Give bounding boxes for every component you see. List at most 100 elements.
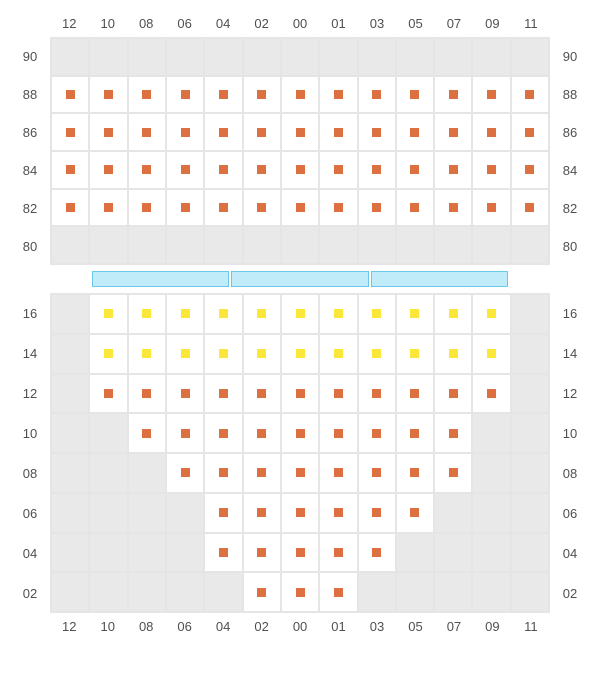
seat-cell[interactable] xyxy=(89,334,127,374)
seat-cell[interactable] xyxy=(51,189,89,227)
seat-cell[interactable] xyxy=(51,151,89,189)
seat-cell[interactable] xyxy=(358,493,396,533)
seat-cell[interactable] xyxy=(434,113,472,151)
seat-cell[interactable] xyxy=(281,189,319,227)
seat-cell[interactable] xyxy=(166,294,204,334)
seat-cell[interactable] xyxy=(396,189,434,227)
seat-cell[interactable] xyxy=(128,189,166,227)
seat-cell[interactable] xyxy=(434,374,472,414)
seat-cell[interactable] xyxy=(204,413,242,453)
seat-cell[interactable] xyxy=(89,113,127,151)
seat-cell[interactable] xyxy=(396,374,434,414)
seat-cell[interactable] xyxy=(204,533,242,573)
seat-cell[interactable] xyxy=(281,113,319,151)
seat-cell[interactable] xyxy=(511,189,549,227)
seat-cell[interactable] xyxy=(281,374,319,414)
seat-cell[interactable] xyxy=(281,493,319,533)
seat-cell[interactable] xyxy=(89,189,127,227)
seat-cell[interactable] xyxy=(243,453,281,493)
seat-cell[interactable] xyxy=(204,493,242,533)
seat-cell[interactable] xyxy=(472,294,510,334)
seat-cell[interactable] xyxy=(166,334,204,374)
seat-cell[interactable] xyxy=(243,413,281,453)
seat-cell[interactable] xyxy=(434,294,472,334)
seat-cell[interactable] xyxy=(358,151,396,189)
seat-cell[interactable] xyxy=(166,113,204,151)
seat-cell[interactable] xyxy=(358,189,396,227)
seat-cell[interactable] xyxy=(396,151,434,189)
seat-cell[interactable] xyxy=(319,334,357,374)
seat-cell[interactable] xyxy=(358,453,396,493)
seat-cell[interactable] xyxy=(128,151,166,189)
seat-cell[interactable] xyxy=(166,151,204,189)
seat-cell[interactable] xyxy=(243,334,281,374)
seat-cell[interactable] xyxy=(128,294,166,334)
seat-cell[interactable] xyxy=(243,533,281,573)
seat-cell[interactable] xyxy=(319,374,357,414)
seat-cell[interactable] xyxy=(243,493,281,533)
seat-cell[interactable] xyxy=(396,493,434,533)
seat-cell[interactable] xyxy=(396,413,434,453)
seat-cell[interactable] xyxy=(358,76,396,114)
seat-cell[interactable] xyxy=(166,374,204,414)
seat-cell[interactable] xyxy=(51,113,89,151)
seat-cell[interactable] xyxy=(204,334,242,374)
seat-cell[interactable] xyxy=(472,151,510,189)
seat-cell[interactable] xyxy=(204,374,242,414)
seat-cell[interactable] xyxy=(319,533,357,573)
seat-cell[interactable] xyxy=(358,334,396,374)
seat-cell[interactable] xyxy=(472,334,510,374)
seat-cell[interactable] xyxy=(281,533,319,573)
seat-cell[interactable] xyxy=(396,113,434,151)
seat-cell[interactable] xyxy=(358,533,396,573)
seat-cell[interactable] xyxy=(472,76,510,114)
seat-cell[interactable] xyxy=(89,76,127,114)
seat-cell[interactable] xyxy=(166,189,204,227)
seat-cell[interactable] xyxy=(511,151,549,189)
seat-cell[interactable] xyxy=(243,151,281,189)
seat-cell[interactable] xyxy=(204,113,242,151)
seat-cell[interactable] xyxy=(281,151,319,189)
seat-cell[interactable] xyxy=(434,151,472,189)
seat-cell[interactable] xyxy=(89,374,127,414)
seat-cell[interactable] xyxy=(166,413,204,453)
seat-cell[interactable] xyxy=(319,189,357,227)
seat-cell[interactable] xyxy=(89,151,127,189)
seat-cell[interactable] xyxy=(128,334,166,374)
seat-cell[interactable] xyxy=(358,374,396,414)
seat-cell[interactable] xyxy=(319,413,357,453)
seat-cell[interactable] xyxy=(128,374,166,414)
seat-cell[interactable] xyxy=(396,294,434,334)
seat-cell[interactable] xyxy=(319,151,357,189)
seat-cell[interactable] xyxy=(281,334,319,374)
seat-cell[interactable] xyxy=(396,334,434,374)
seat-cell[interactable] xyxy=(166,76,204,114)
seat-cell[interactable] xyxy=(243,374,281,414)
seat-cell[interactable] xyxy=(434,334,472,374)
seat-cell[interactable] xyxy=(396,453,434,493)
seat-cell[interactable] xyxy=(319,493,357,533)
seat-cell[interactable] xyxy=(434,453,472,493)
seat-cell[interactable] xyxy=(128,113,166,151)
seat-cell[interactable] xyxy=(166,453,204,493)
seat-cell[interactable] xyxy=(358,413,396,453)
seat-cell[interactable] xyxy=(434,413,472,453)
seat-cell[interactable] xyxy=(319,572,357,612)
seat-cell[interactable] xyxy=(319,113,357,151)
seat-cell[interactable] xyxy=(204,453,242,493)
seat-cell[interactable] xyxy=(472,113,510,151)
seat-cell[interactable] xyxy=(204,189,242,227)
seat-cell[interactable] xyxy=(243,76,281,114)
seat-cell[interactable] xyxy=(434,189,472,227)
seat-cell[interactable] xyxy=(51,76,89,114)
seat-cell[interactable] xyxy=(472,189,510,227)
seat-cell[interactable] xyxy=(243,189,281,227)
seat-cell[interactable] xyxy=(128,76,166,114)
seat-cell[interactable] xyxy=(319,453,357,493)
seat-cell[interactable] xyxy=(128,413,166,453)
seat-cell[interactable] xyxy=(204,151,242,189)
seat-cell[interactable] xyxy=(472,374,510,414)
seat-cell[interactable] xyxy=(358,294,396,334)
seat-cell[interactable] xyxy=(319,76,357,114)
seat-cell[interactable] xyxy=(434,76,472,114)
